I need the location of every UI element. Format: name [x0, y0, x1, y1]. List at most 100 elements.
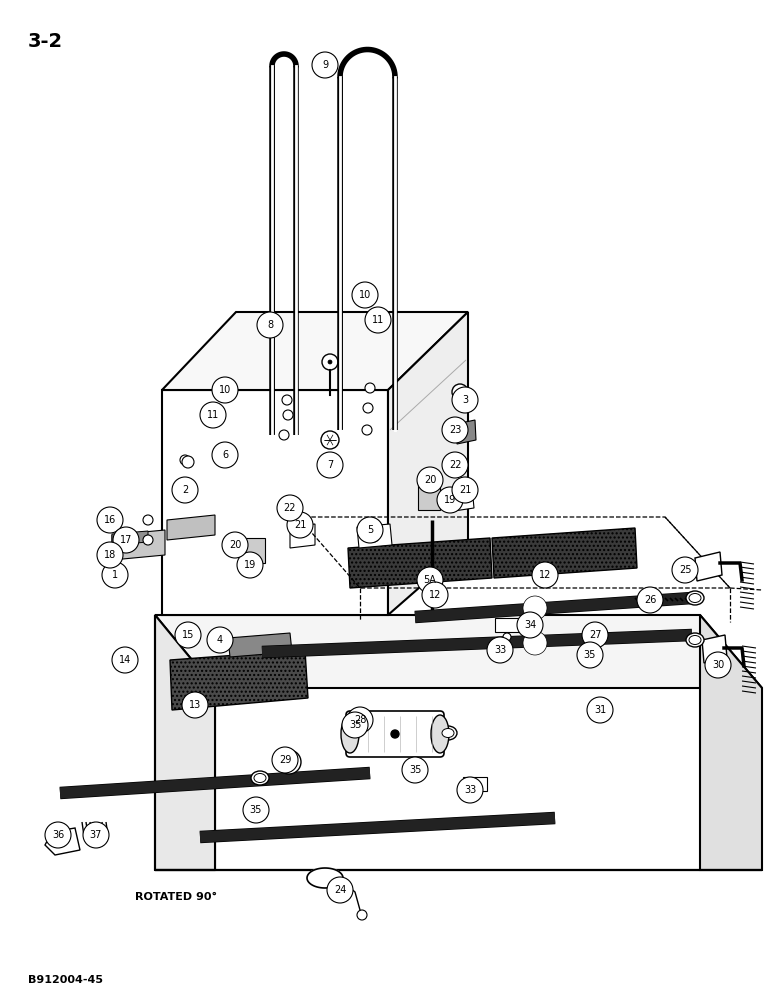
Polygon shape [463, 777, 487, 791]
Circle shape [312, 52, 338, 78]
Text: 26: 26 [644, 595, 656, 605]
Text: 12: 12 [539, 570, 551, 580]
Text: 28: 28 [354, 715, 366, 725]
Circle shape [362, 425, 372, 435]
Text: 5A: 5A [424, 575, 436, 585]
Circle shape [283, 410, 293, 420]
Text: 19: 19 [244, 560, 256, 570]
Text: 3: 3 [462, 395, 468, 405]
Text: 14: 14 [119, 655, 131, 665]
Polygon shape [45, 828, 80, 855]
Polygon shape [418, 485, 440, 510]
Text: 36: 36 [52, 830, 64, 840]
Circle shape [83, 822, 109, 848]
Circle shape [391, 730, 399, 738]
Text: 19: 19 [444, 495, 456, 505]
Circle shape [577, 642, 603, 668]
Text: B912004-45: B912004-45 [28, 975, 103, 985]
Text: 12: 12 [428, 590, 441, 600]
Text: 27: 27 [589, 630, 601, 640]
Circle shape [243, 797, 269, 823]
Polygon shape [495, 618, 519, 632]
Polygon shape [456, 420, 476, 444]
Polygon shape [240, 538, 265, 563]
Circle shape [365, 383, 375, 393]
Polygon shape [307, 868, 343, 888]
Ellipse shape [686, 591, 704, 605]
Circle shape [357, 910, 367, 920]
Text: 25: 25 [679, 565, 691, 575]
Circle shape [437, 487, 463, 513]
Circle shape [452, 387, 478, 413]
Polygon shape [700, 615, 762, 870]
Text: 5: 5 [367, 525, 373, 535]
Circle shape [442, 417, 468, 443]
Text: 9: 9 [322, 60, 328, 70]
Circle shape [287, 512, 313, 538]
Circle shape [257, 312, 283, 338]
Circle shape [365, 307, 391, 333]
Text: 37: 37 [90, 830, 102, 840]
Ellipse shape [251, 771, 269, 785]
Text: 22: 22 [284, 503, 296, 513]
Circle shape [200, 402, 226, 428]
Text: 6: 6 [222, 450, 228, 460]
Circle shape [222, 532, 248, 558]
Polygon shape [388, 312, 468, 615]
Circle shape [402, 757, 428, 783]
FancyBboxPatch shape [346, 711, 444, 757]
Circle shape [277, 750, 301, 774]
Circle shape [272, 747, 298, 773]
Circle shape [457, 777, 483, 803]
Circle shape [143, 535, 153, 545]
Circle shape [342, 712, 368, 738]
Text: 33: 33 [464, 785, 476, 795]
Circle shape [363, 403, 373, 413]
Circle shape [317, 452, 343, 478]
Text: 2: 2 [182, 485, 188, 495]
Polygon shape [695, 552, 722, 581]
Circle shape [457, 389, 463, 395]
Circle shape [277, 495, 303, 521]
Text: 1: 1 [112, 570, 118, 580]
Circle shape [487, 637, 513, 663]
Text: 34: 34 [524, 620, 536, 630]
Polygon shape [167, 515, 215, 540]
Ellipse shape [341, 715, 359, 753]
Circle shape [45, 822, 71, 848]
Circle shape [182, 456, 194, 468]
Polygon shape [702, 635, 727, 663]
Circle shape [180, 455, 190, 465]
Ellipse shape [439, 726, 457, 740]
Circle shape [523, 631, 547, 655]
Polygon shape [155, 615, 762, 688]
Ellipse shape [254, 774, 266, 782]
Circle shape [328, 360, 332, 364]
Circle shape [321, 431, 339, 449]
Text: 10: 10 [219, 385, 231, 395]
Text: 23: 23 [449, 425, 461, 435]
Circle shape [452, 477, 478, 503]
Text: 33: 33 [494, 645, 506, 655]
Circle shape [471, 792, 479, 800]
Circle shape [279, 430, 289, 440]
Text: 21: 21 [459, 485, 471, 495]
Circle shape [422, 582, 448, 608]
Text: 24: 24 [334, 885, 346, 895]
Circle shape [442, 452, 468, 478]
Circle shape [347, 707, 373, 733]
Text: 29: 29 [279, 755, 291, 765]
Circle shape [417, 467, 443, 493]
Text: 20: 20 [424, 475, 436, 485]
Circle shape [452, 384, 468, 400]
Circle shape [526, 618, 540, 632]
Polygon shape [162, 390, 388, 615]
Circle shape [212, 377, 238, 403]
Circle shape [102, 562, 128, 588]
Circle shape [369, 532, 379, 542]
Ellipse shape [686, 633, 704, 647]
Circle shape [352, 282, 378, 308]
Polygon shape [162, 312, 468, 390]
Circle shape [357, 517, 383, 543]
Text: 13: 13 [189, 700, 201, 710]
